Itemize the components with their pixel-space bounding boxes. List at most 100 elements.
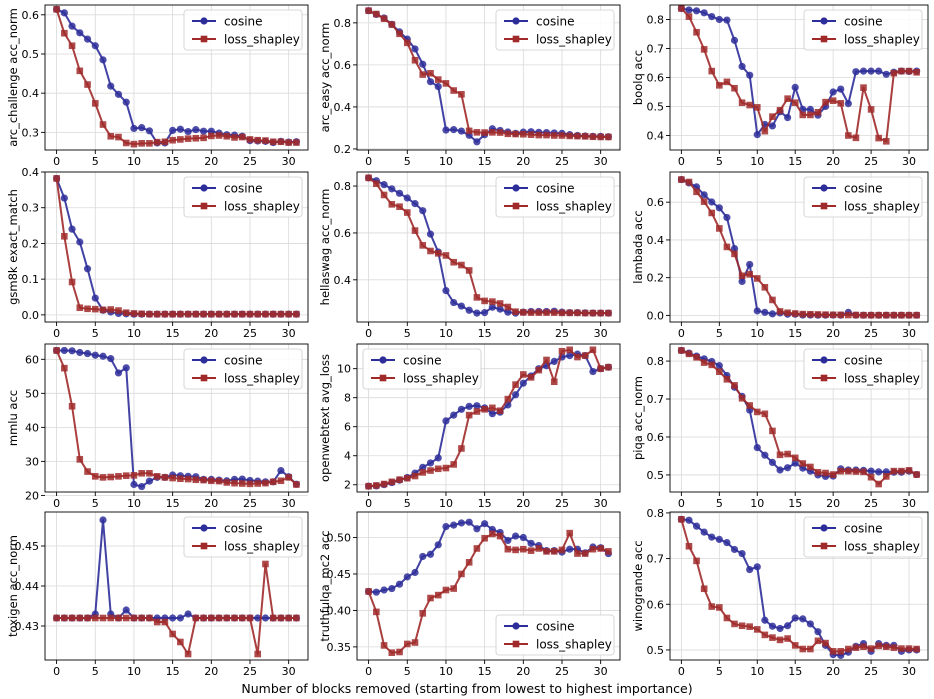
- data-point-cosine: [685, 6, 693, 14]
- legend: cosine loss_shapley: [183, 348, 303, 390]
- x-tick-label: 10: [750, 327, 764, 340]
- data-point-loss-shapley: [169, 630, 176, 638]
- data-point-loss-shapley: [776, 636, 784, 644]
- data-point-cosine: [107, 355, 115, 363]
- x-tick-label: 0: [365, 155, 372, 168]
- data-point-loss-shapley: [700, 46, 708, 53]
- data-point-cosine: [372, 588, 380, 596]
- data-point-loss-shapley: [723, 243, 731, 251]
- data-point-loss-shapley: [411, 639, 419, 646]
- y-axis-label: mmlu acc: [6, 390, 20, 446]
- y-axis-label: gsm8k exact_match: [6, 189, 20, 305]
- chart-panel-7: 0 5 10 15 20 25 30 20 30 40 50 60 mmlu acc cosine loss…: [6, 343, 309, 510]
- data-point-loss-shapley: [427, 69, 434, 77]
- series-loss_shapley: [53, 347, 300, 488]
- data-point-cosine: [746, 565, 754, 574]
- data-point-loss-shapley: [520, 545, 527, 553]
- data-point-loss-shapley: [913, 645, 920, 653]
- data-point-loss-shapley: [169, 474, 176, 482]
- legend: cosine loss_shapley: [495, 614, 615, 656]
- x-tick-label: 20: [204, 665, 218, 678]
- data-point-loss-shapley: [138, 140, 145, 147]
- data-point-loss-shapley: [208, 614, 215, 622]
- data-point-cosine: [395, 580, 404, 588]
- data-point-loss-shapley: [860, 643, 867, 651]
- data-point-cosine: [395, 189, 404, 197]
- data-point-loss-shapley: [738, 394, 746, 402]
- data-point-cosine: [169, 126, 177, 135]
- y-tick-label: 0.4: [334, 101, 352, 114]
- x-tick-label: 30: [594, 665, 608, 678]
- y-tick-label: 6: [344, 421, 351, 434]
- data-point-loss-shapley: [458, 261, 465, 269]
- legend: cosine loss_shapley: [183, 9, 303, 51]
- chart-panel-8: 0 5 10 15 20 25 30 2 4 6 8 10 openwebtext avg_loss co…: [318, 343, 621, 510]
- data-point-cosine: [708, 198, 716, 206]
- legend-label-cosine: cosine: [844, 182, 883, 196]
- x-tick-label: 10: [750, 497, 764, 510]
- legend: cosine loss_shapley: [362, 348, 482, 390]
- data-point-loss-shapley: [489, 530, 496, 538]
- data-point-loss-shapley: [246, 480, 254, 488]
- x-tick-label: 30: [594, 327, 608, 340]
- x-tick-label: 20: [516, 665, 530, 678]
- data-point-loss-shapley: [208, 310, 215, 318]
- y-tick-label: 0.2: [22, 237, 40, 250]
- y-tick-label: 0.6: [647, 598, 665, 611]
- data-point-loss-shapley: [262, 137, 269, 144]
- data-point-loss-shapley: [254, 480, 262, 487]
- data-point-loss-shapley: [807, 310, 814, 318]
- data-point-loss-shapley: [746, 623, 753, 630]
- x-tick-label: 30: [902, 327, 916, 340]
- data-point-loss-shapley: [208, 132, 215, 140]
- data-point-cosine: [473, 138, 481, 146]
- axes-frame: [669, 343, 929, 493]
- data-point-cosine: [589, 367, 597, 376]
- data-point-loss-shapley: [852, 468, 860, 475]
- data-point-loss-shapley: [388, 21, 396, 28]
- x-tick-label: 0: [678, 665, 685, 678]
- data-point-loss-shapley: [107, 614, 115, 622]
- data-point-loss-shapley: [489, 129, 496, 136]
- data-point-loss-shapley: [550, 378, 558, 386]
- legend-marker-cosine: [512, 184, 520, 192]
- x-tick-label: 15: [166, 665, 180, 678]
- data-point-loss-shapley: [605, 133, 612, 141]
- data-point-loss-shapley: [262, 479, 269, 487]
- data-point-loss-shapley: [746, 270, 753, 278]
- data-point-loss-shapley: [504, 303, 512, 311]
- data-point-cosine: [504, 308, 512, 316]
- data-point-loss-shapley: [115, 133, 122, 141]
- data-point-loss-shapley: [84, 614, 91, 622]
- data-point-cosine: [738, 549, 746, 558]
- data-point-loss-shapley: [91, 473, 99, 480]
- data-point-loss-shapley: [293, 310, 300, 318]
- data-point-loss-shapley: [169, 136, 176, 144]
- data-point-loss-shapley: [177, 638, 184, 646]
- data-point-loss-shapley: [776, 308, 784, 315]
- data-point-loss-shapley: [860, 311, 867, 319]
- data-point-loss-shapley: [473, 408, 481, 415]
- data-point-cosine: [685, 516, 693, 524]
- y-tick-label: 0.50: [327, 532, 352, 545]
- data-point-loss-shapley: [905, 311, 913, 319]
- data-point-loss-shapley: [200, 310, 207, 318]
- data-point-loss-shapley: [784, 95, 791, 102]
- data-point-loss-shapley: [115, 473, 122, 480]
- legend-label-loss_shapley: loss_shapley: [224, 372, 300, 386]
- data-point-loss-shapley: [396, 30, 403, 38]
- y-axis-label: openwebtext avg_loss: [318, 354, 332, 482]
- data-point-loss-shapley: [731, 620, 738, 628]
- data-point-loss-shapley: [192, 614, 200, 622]
- data-point-loss-shapley: [875, 134, 882, 142]
- data-point-cosine: [730, 545, 739, 554]
- data-point-loss-shapley: [473, 294, 481, 301]
- data-point-cosine: [784, 113, 792, 122]
- data-point-loss-shapley: [53, 347, 60, 354]
- data-point-cosine: [566, 352, 574, 360]
- data-point-loss-shapley: [122, 614, 130, 622]
- data-point-loss-shapley: [99, 614, 107, 622]
- data-point-loss-shapley: [814, 637, 822, 645]
- data-point-loss-shapley: [403, 39, 411, 47]
